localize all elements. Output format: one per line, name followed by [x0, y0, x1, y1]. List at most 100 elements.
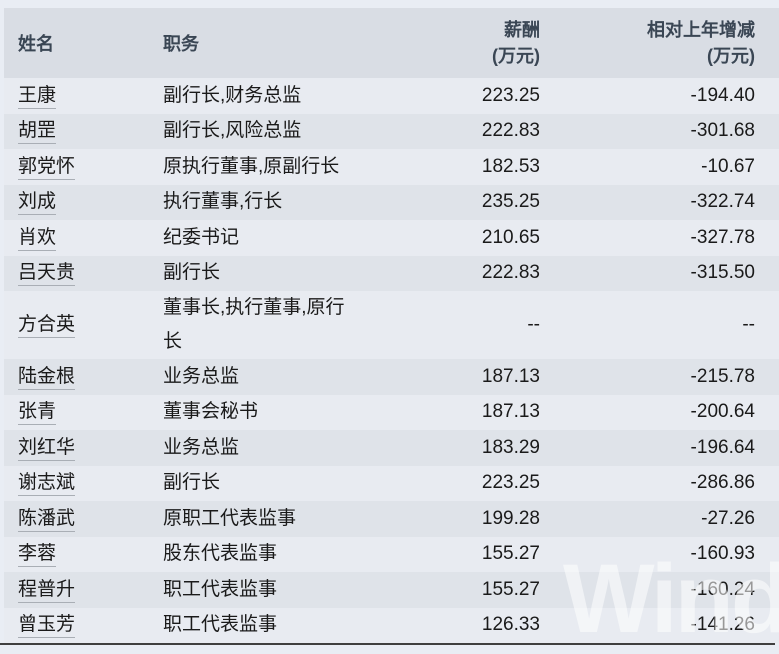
change-cell: -327.78: [690, 226, 755, 248]
salary-cell: 235.25: [481, 191, 540, 213]
name-cell: 陆金根: [18, 360, 163, 394]
person-name-link[interactable]: 刘成: [18, 191, 57, 216]
name-cell: 李蓉: [18, 537, 163, 571]
table-row: 胡罡 副行长,风险总监 222.83 -301.68: [4, 113, 779, 149]
table-row: 谢志斌 副行长 223.25 -286.86: [4, 465, 779, 501]
person-name-link[interactable]: 张青: [18, 401, 57, 426]
name-cell: 陈潘武: [18, 502, 163, 536]
col-header-name-label: 姓名: [18, 34, 54, 54]
position-cell: 副行长: [163, 262, 221, 284]
position-cell: 副行长,风险总监: [163, 120, 302, 142]
table-row: 张青 董事会秘书 187.13 -200.64: [4, 394, 779, 430]
person-name-link[interactable]: 陈潘武: [18, 507, 76, 532]
name-cell: 王康: [18, 79, 163, 113]
change-cell: -322.74: [690, 191, 755, 213]
position-cell: 副行长: [163, 472, 221, 494]
col-header-change: 相对上年增减 (万元): [540, 17, 755, 69]
salary-cell: 155.27: [481, 578, 540, 600]
person-name-link[interactable]: 吕天贵: [18, 262, 76, 287]
table-row: 吕天贵 副行长 222.83 -315.50: [4, 255, 779, 291]
position-cell: 副行长,财务总监: [163, 84, 302, 106]
person-name-link[interactable]: 王康: [18, 84, 57, 109]
name-cell: 张青: [18, 395, 163, 429]
executive-salary-table: 姓名 职务 薪酬 (万元) 相对上年增减 (万元) 王康 副行长,财务总监 22: [4, 8, 779, 643]
change-cell: -301.68: [690, 120, 755, 142]
col-header-change-label: 相对上年增减: [647, 20, 755, 40]
col-header-change-unit: (万元): [707, 46, 755, 66]
salary-cell: 222.83: [481, 120, 540, 142]
change-cell: -160.93: [690, 543, 755, 565]
name-cell: 方合英: [18, 308, 163, 342]
name-cell: 吕天贵: [18, 256, 163, 290]
change-cell: -200.64: [690, 401, 755, 423]
change-cell: -141.26: [690, 614, 755, 636]
position-cell: 职工代表监事: [163, 578, 278, 600]
position-cell: 董事长,执行董事,原行长: [163, 297, 345, 352]
name-cell: 谢志斌: [18, 466, 163, 500]
change-cell: -215.78: [690, 365, 755, 387]
salary-cell: 223.25: [481, 84, 540, 106]
table-header-row: 姓名 职务 薪酬 (万元) 相对上年增减 (万元): [4, 8, 779, 78]
col-header-salary-unit: (万元): [492, 46, 540, 66]
change-cell: -194.40: [690, 84, 755, 106]
salary-cell: 222.83: [481, 262, 540, 284]
salary-cell: 182.53: [481, 155, 540, 177]
position-cell: 原职工代表监事: [163, 507, 297, 529]
col-header-name: 姓名: [18, 30, 163, 56]
person-name-link[interactable]: 郭党怀: [18, 155, 76, 180]
position-cell: 执行董事,行长: [163, 191, 283, 213]
table-row: 刘红华 业务总监 183.29 -196.64: [4, 430, 779, 466]
change-cell: -196.64: [690, 436, 755, 458]
name-cell: 郭党怀: [18, 150, 163, 184]
col-header-position: 职务: [163, 30, 363, 56]
change-cell: -315.50: [690, 262, 755, 284]
position-cell: 纪委书记: [163, 226, 240, 248]
change-cell: -27.26: [701, 507, 755, 529]
position-cell: 原执行董事,原副行长: [163, 155, 340, 177]
table-body: 王康 副行长,财务总监 223.25 -194.40 胡罡 副行长,风险总监 2…: [4, 78, 779, 643]
change-cell: -10.67: [701, 155, 755, 177]
name-cell: 胡罡: [18, 114, 163, 148]
col-header-position-label: 职务: [163, 34, 199, 54]
table-row: 曾玉芳 职工代表监事 126.33 -141.26: [4, 607, 779, 643]
name-cell: 程普升: [18, 573, 163, 607]
person-name-link[interactable]: 谢志斌: [18, 472, 76, 497]
salary-cell: 126.33: [481, 614, 540, 636]
person-name-link[interactable]: 李蓉: [18, 543, 57, 568]
name-cell: 刘红华: [18, 431, 163, 465]
name-cell: 曾玉芳: [18, 608, 163, 642]
salary-cell: 187.13: [481, 365, 540, 387]
table-row: 肖欢 纪委书记 210.65 -327.78: [4, 220, 779, 256]
table-row: 陆金根 业务总监 187.13 -215.78: [4, 359, 779, 395]
name-cell: 刘成: [18, 185, 163, 219]
change-cell: -286.86: [690, 472, 755, 494]
salary-cell: 223.25: [481, 472, 540, 494]
person-name-link[interactable]: 程普升: [18, 578, 76, 603]
person-name-link[interactable]: 方合英: [18, 314, 76, 338]
salary-cell: 199.28: [481, 507, 540, 529]
person-name-link[interactable]: 曾玉芳: [18, 614, 76, 639]
table-row: 王康 副行长,财务总监 223.25 -194.40: [4, 78, 779, 114]
table-row: 方合英 董事长,执行董事,原行长 -- --: [4, 291, 779, 359]
person-name-link[interactable]: 刘红华: [18, 436, 76, 461]
salary-cell: 183.29: [481, 436, 540, 458]
table-row: 郭党怀 原执行董事,原副行长 182.53 -10.67: [4, 149, 779, 185]
position-cell: 职工代表监事: [163, 614, 278, 636]
position-cell: 业务总监: [163, 365, 240, 387]
salary-cell: 210.65: [481, 226, 540, 248]
name-cell: 肖欢: [18, 221, 163, 255]
table-row: 程普升 职工代表监事 155.27 -160.24: [4, 572, 779, 608]
table-row: 陈潘武 原职工代表监事 199.28 -27.26: [4, 501, 779, 537]
salary-cell: 155.27: [481, 543, 540, 565]
salary-cell: 187.13: [481, 401, 540, 423]
change-cell: --: [742, 314, 755, 335]
person-name-link[interactable]: 肖欢: [18, 226, 57, 251]
table-row: 李蓉 股东代表监事 155.27 -160.93: [4, 536, 779, 572]
position-cell: 业务总监: [163, 436, 240, 458]
col-header-salary-label: 薪酬: [504, 20, 540, 40]
person-name-link[interactable]: 陆金根: [18, 365, 76, 390]
table-row: 刘成 执行董事,行长 235.25 -322.74: [4, 184, 779, 220]
person-name-link[interactable]: 胡罡: [18, 120, 57, 145]
change-cell: -160.24: [690, 578, 755, 600]
